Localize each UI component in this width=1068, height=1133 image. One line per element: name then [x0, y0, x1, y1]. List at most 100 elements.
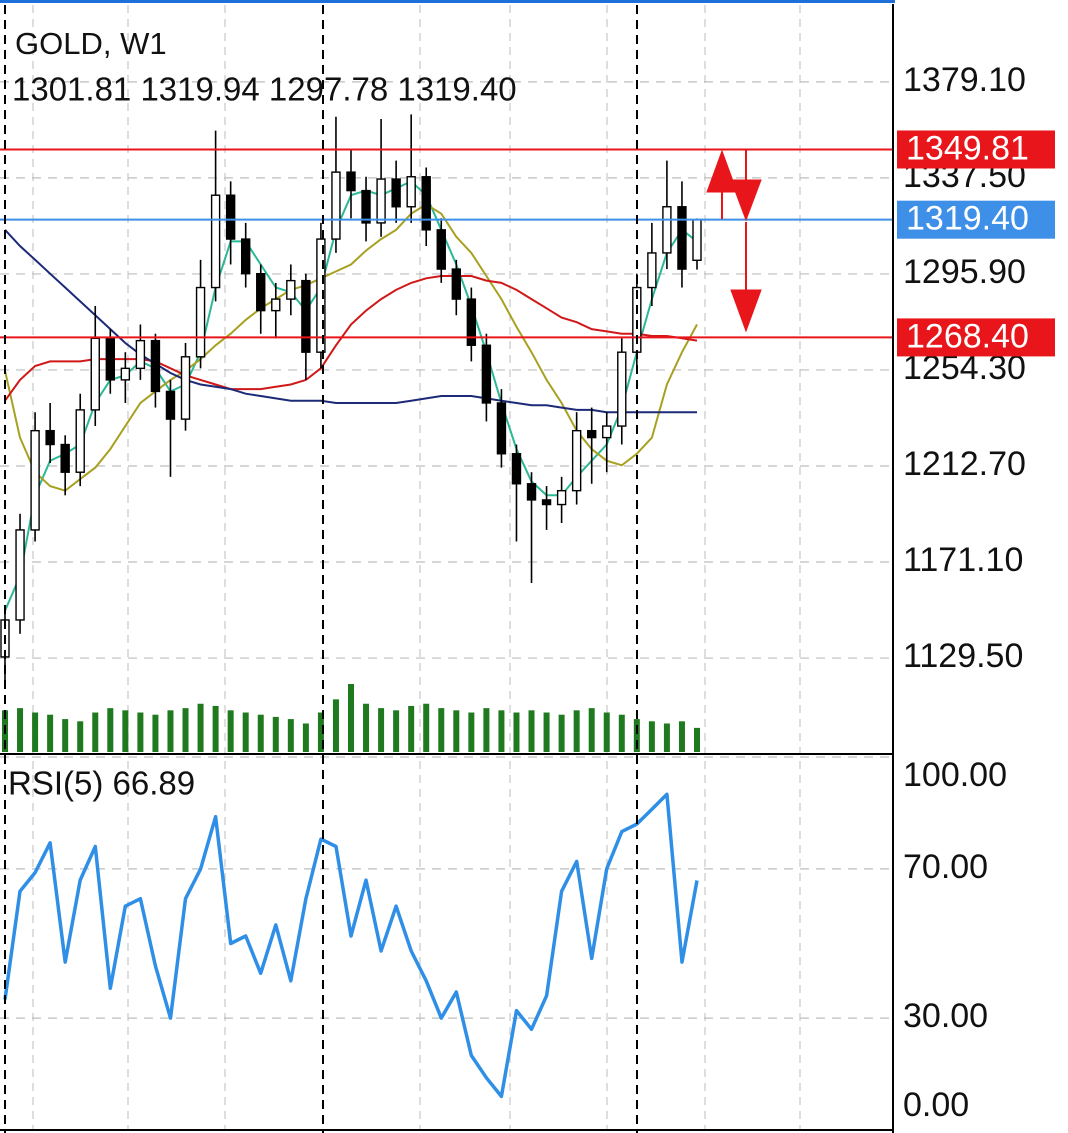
- volume-bar: [603, 712, 610, 752]
- volume-bar: [678, 721, 685, 752]
- chart-title: GOLD, W1: [15, 26, 167, 61]
- candle-body: [692, 218, 702, 261]
- level-label-box: [897, 318, 1055, 357]
- volume-bar: [694, 727, 700, 752]
- volume-bar: [92, 712, 99, 752]
- volume-bar: [107, 708, 114, 752]
- candle-body: [165, 390, 176, 420]
- volume-bar: [212, 705, 219, 752]
- y-tick-label: 70.00: [903, 848, 988, 886]
- volume-bar: [287, 719, 294, 752]
- plot: 1379.101337.501295.901254.301212.701171.…: [0, 61, 1026, 1131]
- volume-bar: [242, 712, 249, 752]
- volume-bar: [648, 721, 655, 752]
- candle-body: [421, 176, 431, 231]
- volume-bar: [17, 708, 24, 752]
- volume-bar: [182, 708, 189, 752]
- candle-body: [617, 351, 627, 427]
- candle-body: [225, 194, 236, 240]
- arrow-head: [730, 179, 762, 222]
- y-tick-label: 1295.90: [903, 253, 1026, 291]
- volume-bar: [47, 714, 54, 752]
- volume-bar: [122, 710, 129, 752]
- volume-bar: [633, 719, 640, 752]
- volume-bar: [558, 714, 565, 752]
- top-bar: [0, 0, 895, 3]
- y-tick-label: 1212.70: [903, 445, 1026, 483]
- candle-body: [602, 425, 612, 439]
- volume-bar: [378, 708, 385, 752]
- volume-bar: [438, 708, 445, 752]
- volume-bar: [528, 710, 535, 752]
- volume-bar: [348, 684, 354, 752]
- candle-body: [406, 176, 416, 208]
- volume-bar: [588, 708, 595, 752]
- moving-average: [4, 229, 697, 414]
- volume-bar: [77, 721, 84, 752]
- candle-body: [496, 402, 507, 455]
- y-tick-label: 100.00: [903, 756, 1007, 794]
- candle-body: [75, 409, 85, 473]
- candle-body: [180, 356, 191, 420]
- candle-body: [45, 429, 55, 446]
- volume-bar: [618, 714, 625, 752]
- level-label: 1319.40: [906, 200, 1029, 238]
- volume-bar: [363, 703, 370, 752]
- y-tick-label: 1379.10: [903, 61, 1026, 99]
- arrow-head: [706, 149, 738, 193]
- candle-body: [361, 189, 371, 224]
- candle-body: [677, 206, 687, 270]
- level-label: 1268.40: [906, 317, 1029, 355]
- candle-body: [481, 344, 492, 404]
- candle-body: [571, 429, 582, 492]
- moving-average: [4, 180, 698, 612]
- volume-bar: [513, 712, 520, 752]
- y-tick-label: 30.00: [903, 997, 988, 1035]
- volume-bar: [393, 710, 400, 752]
- volume-bar: [197, 703, 204, 752]
- volume-bar: [32, 712, 39, 752]
- arrows: [706, 149, 762, 333]
- volume-bar: [543, 712, 550, 752]
- candle-body: [526, 483, 537, 501]
- candle-body: [331, 171, 341, 240]
- candle-body: [90, 337, 100, 411]
- volume-bar: [167, 710, 174, 752]
- volume-bar: [573, 710, 580, 752]
- candle-body: [240, 238, 251, 275]
- candle-body: [150, 339, 161, 393]
- volume-bar: [423, 703, 430, 752]
- period-separators: [4, 5, 638, 1133]
- candle-body: [451, 268, 462, 300]
- volume-bar: [227, 710, 234, 752]
- volume-bar: [332, 699, 339, 752]
- candle-body: [662, 206, 672, 254]
- candle-body: [286, 279, 296, 300]
- volume-bar: [663, 723, 670, 752]
- candle-body: [256, 272, 266, 312]
- candle-body: [376, 178, 386, 224]
- volume-bar: [272, 716, 279, 752]
- volume-bar: [468, 712, 475, 752]
- candle-body: [556, 489, 567, 506]
- candle-body: [60, 443, 70, 473]
- candle-body: [436, 229, 446, 270]
- volume-bar: [302, 723, 309, 752]
- candle-body: [120, 367, 131, 381]
- candle-body: [466, 298, 477, 346]
- level-label-box: [897, 200, 1055, 239]
- volume-bar: [408, 705, 415, 752]
- candle-body: [105, 337, 116, 381]
- moving-average: [4, 275, 698, 402]
- volume-bar: [137, 712, 144, 752]
- volume-bar: [257, 714, 264, 752]
- candle-body: [210, 194, 221, 289]
- volume-bar: [498, 710, 505, 752]
- candle-body: [195, 286, 206, 358]
- candle-body: [541, 499, 552, 506]
- level-label: 1349.81: [906, 129, 1029, 167]
- candle-body: [346, 171, 356, 192]
- volume-bar: [483, 708, 490, 752]
- candle-body: [15, 529, 25, 621]
